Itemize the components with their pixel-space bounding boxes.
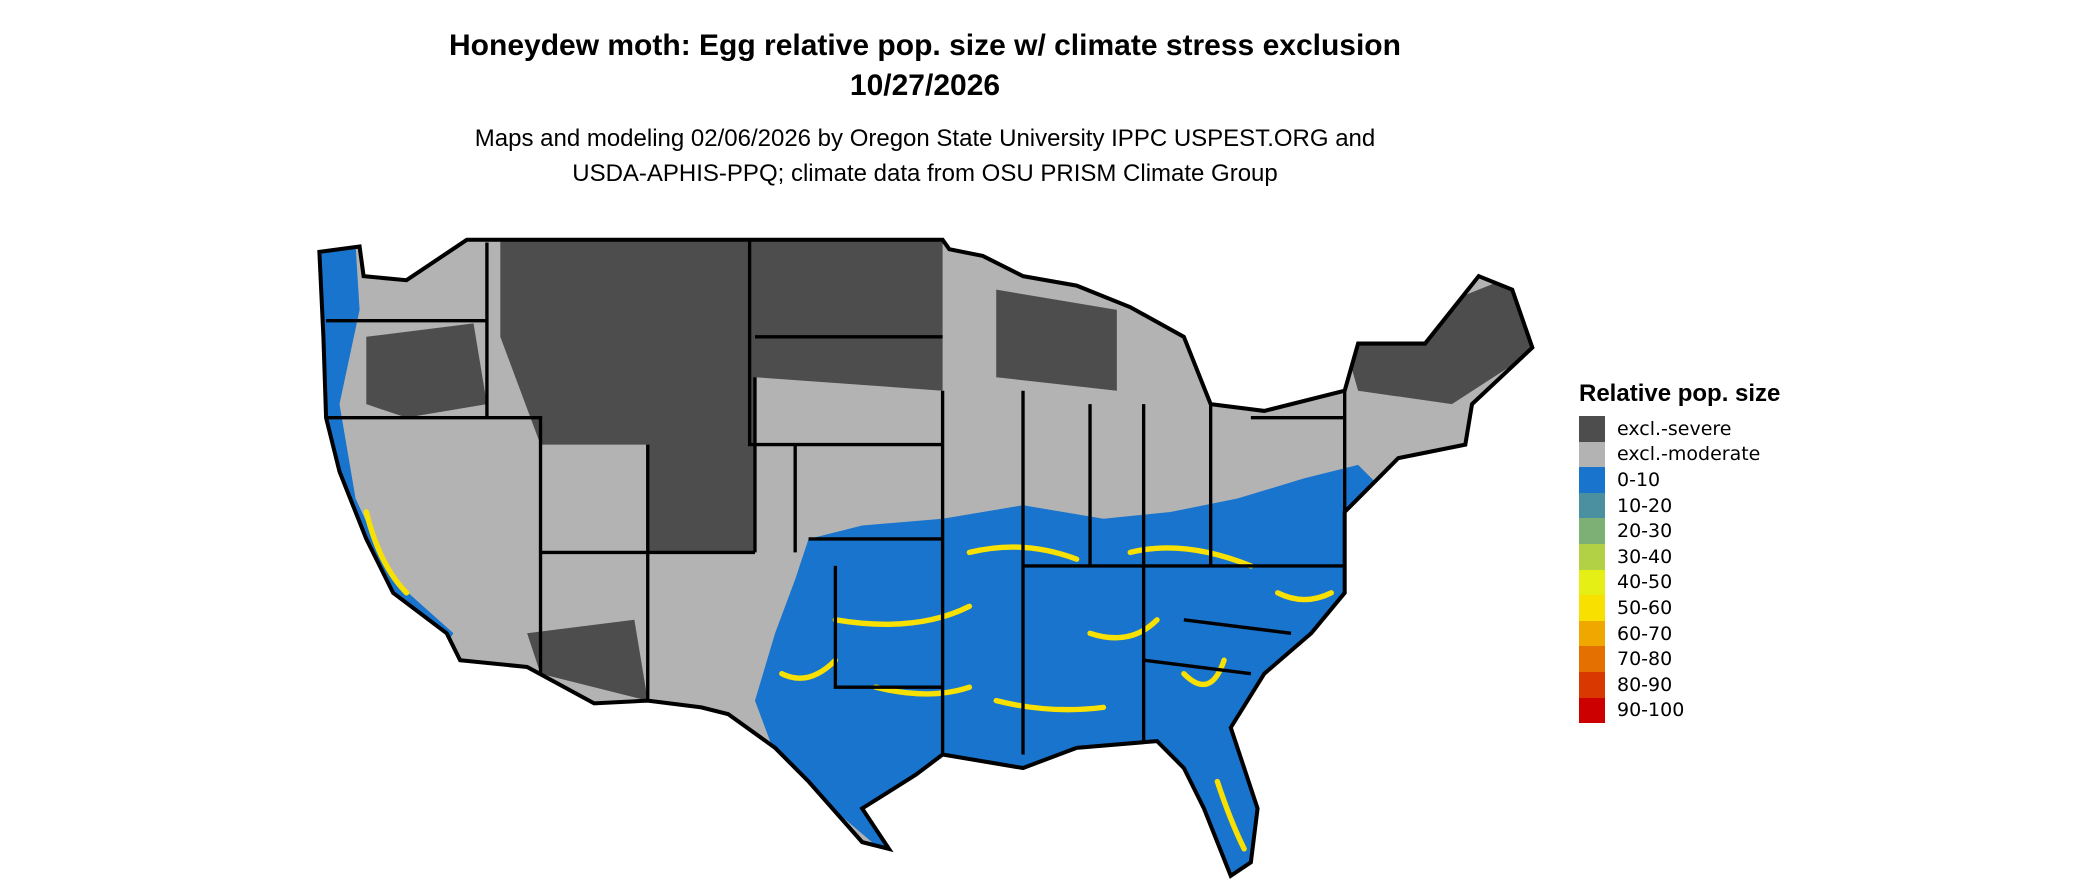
legend-item: excl.-severe: [1579, 416, 1780, 442]
legend-item: 90-100: [1579, 697, 1780, 724]
legend-swatch: [1579, 569, 1605, 596]
legend-item: 30-40: [1579, 543, 1780, 570]
subtitle-line-2: USDA-APHIS-PPQ; climate data from OSU PR…: [572, 160, 1278, 187]
legend-swatch: [1579, 595, 1605, 621]
legend-swatch: [1579, 697, 1605, 724]
legend-swatch: [1579, 518, 1605, 544]
legend-swatch: [1579, 620, 1605, 647]
legend-label: excl.-severe: [1617, 417, 1732, 440]
legend-label: 40-50: [1617, 571, 1673, 594]
subtitle-line-1: Maps and modeling 02/06/2026 by Oregon S…: [474, 125, 1376, 152]
state-borders: [326, 239, 1347, 755]
legend-item: 80-90: [1579, 671, 1780, 698]
legend-label: excl.-moderate: [1617, 443, 1761, 466]
legend-label: 20-30: [1617, 520, 1673, 543]
legend-item: excl.-moderate: [1579, 441, 1780, 468]
legend-swatch: [1579, 467, 1605, 493]
legend-item: 40-50: [1579, 569, 1780, 596]
us-map: [310, 229, 1535, 892]
legend-label: 80-90: [1617, 673, 1673, 696]
legend-swatch: [1579, 441, 1605, 468]
legend: Relative pop. size excl.-severe excl.-mod…: [1579, 380, 1781, 724]
legend-label: 30-40: [1617, 545, 1673, 568]
legend-swatch: [1579, 646, 1605, 672]
legend-label: 50-60: [1617, 596, 1673, 619]
excl-severe-area-greatlakes: [996, 289, 1117, 391]
low-pop-area-westcoast: [319, 245, 454, 654]
legend-label: 60-70: [1617, 622, 1673, 645]
legend-swatch: [1579, 543, 1605, 570]
map-date: 10/27/2026: [849, 69, 1001, 102]
legend-item: 50-60: [1579, 595, 1780, 621]
legend-swatch: [1579, 416, 1605, 442]
legend-swatch: [1579, 671, 1605, 698]
excl-severe-area-northwest: [366, 323, 487, 418]
legend-title: Relative pop. size: [1579, 380, 1781, 407]
legend-item: 20-30: [1579, 518, 1780, 544]
legend-swatch: [1579, 492, 1605, 519]
legend-label: 0-10: [1617, 468, 1661, 491]
excl-severe-area-southwest: [527, 619, 648, 701]
legend-item: 0-10: [1579, 467, 1780, 493]
legend-item: 60-70: [1579, 620, 1780, 647]
excl-severe-area-northeast: [1344, 276, 1533, 405]
legend-label: 90-100: [1617, 699, 1685, 722]
legend-label: 10-20: [1617, 494, 1673, 517]
legend-item: 10-20: [1579, 492, 1780, 519]
excl-severe-area-plains: [500, 239, 943, 553]
map-title: Honeydew moth: Egg relative pop. size w/…: [449, 29, 1401, 62]
legend-item: 70-80: [1579, 646, 1780, 672]
legend-label: 70-80: [1617, 648, 1673, 671]
